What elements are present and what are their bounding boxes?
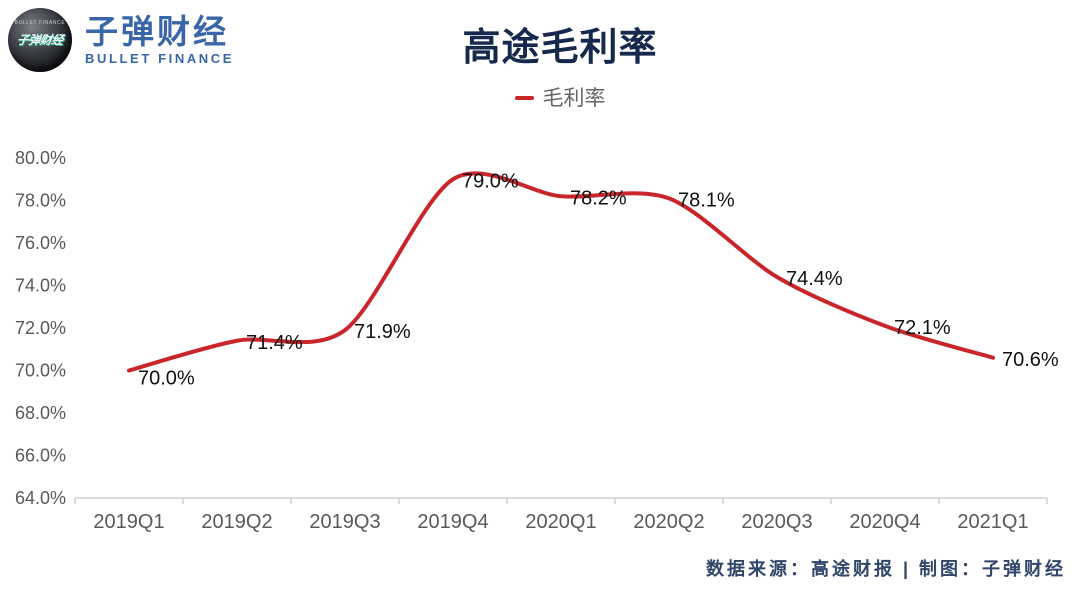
logo-name-en: BULLET FINANCE bbox=[85, 51, 235, 66]
legend: 毛利率 bbox=[40, 86, 1080, 110]
x-axis-tick-label: 2019Q2 bbox=[201, 511, 272, 533]
y-axis-tick-label: 72.0% bbox=[15, 318, 66, 338]
badge-top-text: BULLET FINANCE bbox=[14, 20, 66, 26]
data-point-label: 79.0% bbox=[462, 170, 519, 192]
y-axis-tick-label: 66.0% bbox=[15, 446, 66, 466]
data-point-label: 78.2% bbox=[570, 187, 627, 209]
y-axis-tick-label: 80.0% bbox=[15, 148, 66, 168]
x-axis-tick-label: 2019Q1 bbox=[93, 511, 164, 533]
source-note: 数据来源：高途财报 | 制图：子弹财经 bbox=[705, 559, 1066, 579]
x-axis-tick-label: 2020Q3 bbox=[741, 511, 812, 533]
data-point-label: 70.0% bbox=[138, 368, 195, 390]
y-axis-tick-label: 68.0% bbox=[15, 403, 66, 423]
logo-wordmark: 子弹财经 BULLET FINANCE bbox=[85, 15, 234, 65]
y-axis-tick-label: 70.0% bbox=[15, 361, 66, 381]
bullet-finance-badge-icon: BULLET FINANCE 子弹财经 bbox=[8, 8, 72, 72]
y-axis-tick-label: 64.0% bbox=[15, 488, 66, 508]
data-point-label: 71.4% bbox=[246, 332, 303, 354]
y-axis-tick-label: 76.0% bbox=[15, 233, 66, 253]
data-point-label: 78.1% bbox=[678, 189, 735, 211]
legend-line-swatch bbox=[514, 96, 534, 100]
x-axis-tick-label: 2020Q1 bbox=[525, 511, 596, 533]
bullet-finance-logo: BULLET FINANCE 子弹财经 子弹财经 BULLET FINANCE bbox=[8, 8, 234, 72]
data-point-label: 70.6% bbox=[1002, 349, 1059, 371]
logo-name-cn: 子弹财经 bbox=[85, 13, 229, 50]
chart-title: 高途毛利率 bbox=[462, 27, 658, 69]
data-point-label: 74.4% bbox=[786, 268, 843, 290]
data-point-label: 72.1% bbox=[894, 317, 951, 339]
gross-margin-line bbox=[127, 171, 995, 373]
y-axis-tick-label: 74.0% bbox=[15, 276, 66, 296]
x-axis-tick-label: 2019Q3 bbox=[309, 511, 380, 533]
x-axis-tick-label: 2020Q2 bbox=[633, 511, 704, 533]
y-axis-tick-label: 78.0% bbox=[15, 191, 66, 211]
legend-label: 毛利率 bbox=[542, 86, 606, 110]
x-axis-tick-label: 2020Q4 bbox=[849, 511, 920, 533]
x-axis-tick-label: 2019Q4 bbox=[417, 511, 488, 533]
data-point-label: 71.9% bbox=[354, 321, 411, 343]
x-axis-tick-label: 2021Q1 bbox=[957, 511, 1028, 533]
